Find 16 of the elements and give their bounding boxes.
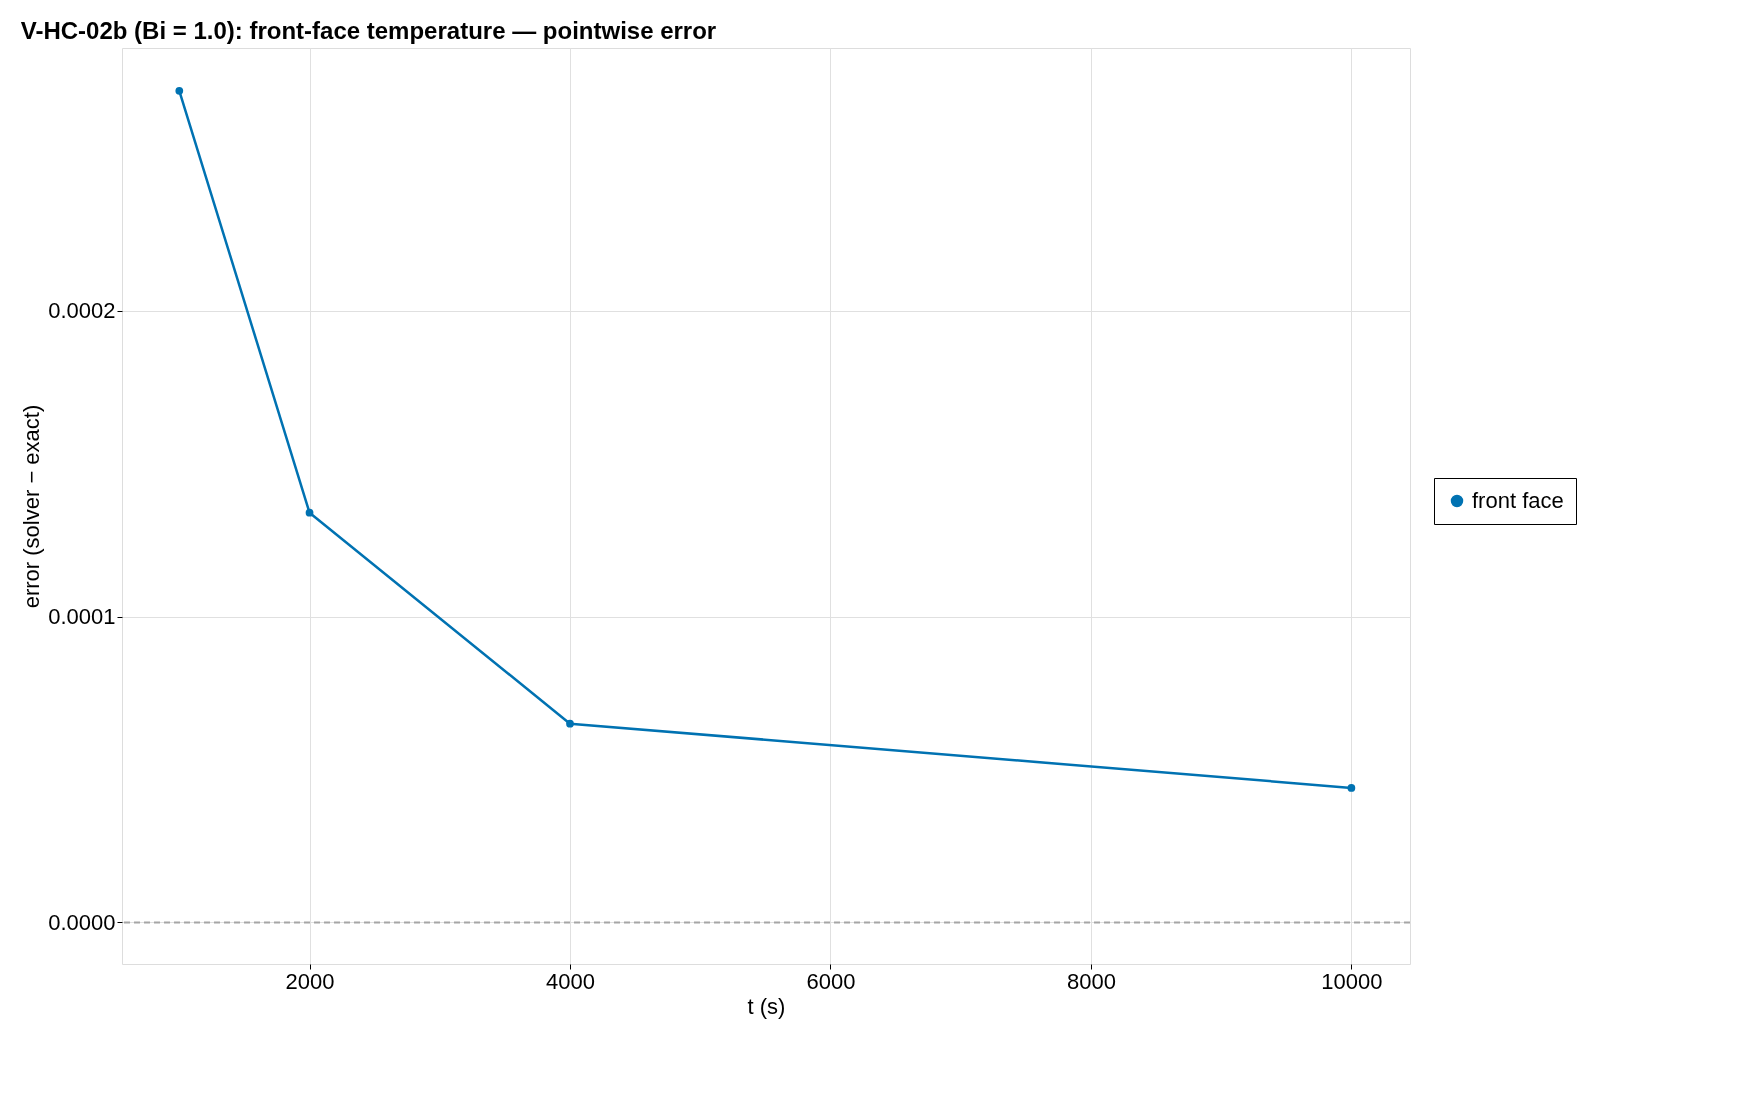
chart-title: V-HC-02b (Bi = 1.0): front-face temperature — pointwise error — [20, 17, 717, 44]
y-tick-label: 0.0000 — [48, 909, 116, 935]
x-tick-label: 8000 — [1066, 968, 1116, 994]
legend-label: front face — [1472, 488, 1564, 513]
x-axis-title: t (s) — [747, 993, 786, 1019]
point — [1347, 784, 1356, 792]
x-tick-label: 2000 — [285, 968, 335, 994]
y-tick-label: 0.0002 — [48, 298, 116, 324]
x-tick-label: 4000 — [546, 968, 595, 994]
point — [175, 86, 184, 95]
y-tick-label: 0.0001 — [48, 604, 116, 630]
x-tick-label: 10000 — [1321, 968, 1383, 994]
point — [305, 508, 314, 517]
x-tick-label: 6000 — [806, 968, 856, 994]
point — [566, 719, 574, 728]
y-axis-title: error (solver − exact) — [19, 404, 45, 609]
